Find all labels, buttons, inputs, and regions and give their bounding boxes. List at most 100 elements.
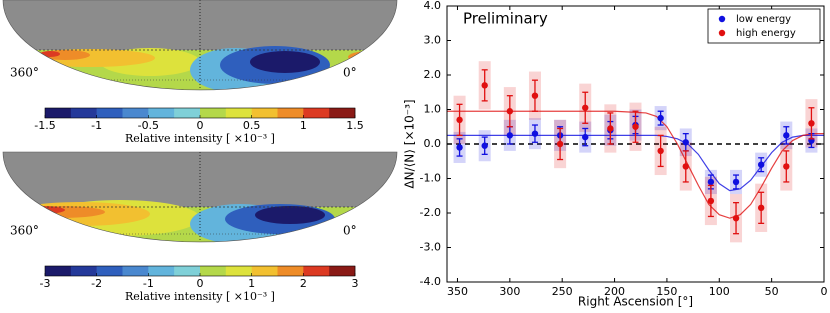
colorbar-segment [277, 108, 304, 118]
map-label: 0° [343, 66, 357, 80]
x-tick-label: 200 [604, 285, 625, 298]
colorbar-tick-label: -3 [40, 277, 51, 290]
data-point [783, 163, 790, 170]
fit-curve [447, 110, 824, 219]
sky-map [2, 151, 398, 243]
x-tick-label: 350 [447, 285, 468, 298]
data-point [707, 178, 715, 186]
colorbar-tick-label: 1 [248, 277, 255, 290]
colorbar-tick-label: -1.5 [34, 119, 55, 132]
colorbar-segment [225, 266, 252, 276]
x-axis-label: Right Ascension [°] [578, 295, 693, 309]
colorbar-segment [200, 108, 227, 118]
colorbar-segment [251, 108, 278, 118]
data-point [582, 104, 589, 111]
data-point [707, 197, 715, 205]
colorbar-segment [148, 108, 175, 118]
data-point [732, 214, 740, 222]
colorbar-tick-label: 1 [300, 119, 307, 132]
colorbar-segment [174, 108, 201, 118]
data-point [556, 140, 564, 148]
y-tick-label: 2.0 [424, 68, 442, 81]
fit-curve [447, 134, 824, 192]
y-tick-label: 4.0 [424, 0, 442, 12]
colorbar-tick-label: 0.5 [243, 119, 261, 132]
data-point [456, 116, 463, 124]
data-point [456, 144, 463, 151]
colorbar-segment [303, 108, 330, 118]
x-tick-label: 300 [499, 285, 520, 298]
colorbar-tick-label: 3 [352, 277, 359, 290]
colorbar-segment [277, 266, 304, 276]
data-point [531, 92, 539, 99]
annotation: Preliminary [463, 10, 548, 28]
legend-label: high energy [736, 28, 796, 39]
x-tick-label: 100 [709, 285, 730, 298]
colorbar-segment [45, 108, 72, 118]
colorbar-segment [251, 266, 278, 276]
x-tick-label: 150 [656, 285, 677, 298]
data-point [531, 130, 539, 137]
data-point [582, 133, 589, 141]
colorbar-segment [122, 108, 149, 118]
colorbar-tick-label: -0.5 [138, 119, 159, 132]
data-point [607, 125, 614, 132]
colorbar-segment [174, 266, 201, 276]
data-point [657, 114, 664, 122]
data-point [682, 139, 689, 146]
legend-marker [718, 29, 726, 37]
colorbar-tick-label: -2 [91, 277, 102, 290]
colorbar-segment [122, 266, 149, 276]
x-tick-label: 0 [821, 285, 828, 298]
data-point [657, 147, 664, 155]
plot-frame [446, 5, 825, 283]
legend-label: low energy [736, 14, 791, 25]
colorbar-tick-label: 0 [197, 277, 204, 290]
colorbar-segment [329, 266, 356, 276]
colorbar-segment [70, 266, 97, 276]
y-tick-label: -2.0 [420, 206, 441, 219]
colorbar-tick-label: -1 [91, 119, 102, 132]
y-tick-label: -4.0 [420, 275, 441, 288]
data-point [808, 120, 815, 127]
colorbar-segment [96, 108, 123, 118]
map-label: 0° [343, 224, 357, 238]
y-tick-label: -3.0 [420, 241, 441, 254]
x-tick-label: 50 [765, 285, 779, 298]
x-tick-label: 250 [552, 285, 573, 298]
data-point [757, 204, 765, 212]
data-point [757, 161, 765, 168]
y-axis-label: ΔN/⟨N⟩ [×10⁻³] [403, 99, 417, 188]
colorbar-tick-label: 1.5 [346, 119, 364, 132]
colorbar-tick-label: 2 [300, 277, 307, 290]
data-point [783, 132, 790, 139]
legend-box [707, 8, 821, 44]
colorbar-segment [96, 266, 123, 276]
sky-map [3, 0, 397, 90]
data-point [732, 178, 740, 186]
map-label: 360° [10, 224, 39, 238]
colorbar-tick-label: 0 [197, 119, 204, 132]
colorbar-label: Relative intensity [ ×10⁻³ ] [125, 132, 275, 145]
colorbar-segment [329, 108, 356, 118]
colorbar-segment [303, 266, 330, 276]
data-point [481, 82, 488, 89]
y-tick-label: -1.0 [420, 172, 441, 185]
map-outline [2, 0, 398, 91]
legend-marker [718, 15, 726, 23]
y-tick-label: 1.0 [424, 103, 442, 116]
data-point [481, 142, 488, 149]
colorbar-segment [225, 108, 252, 118]
colorbar-segment [148, 266, 175, 276]
data-point [632, 123, 639, 130]
colorbar-segment [45, 266, 72, 276]
data-point [506, 108, 514, 115]
y-tick-label: 3.0 [424, 34, 442, 47]
data-point [506, 132, 514, 139]
chart: -4.0 -3.0 -2.0 -1.0 0.0 1.0 2.0 3.0 4.0 350 300 250… [403, 0, 828, 309]
colorbar-segment [200, 266, 227, 276]
colorbar-tick-label: -1 [143, 277, 154, 290]
map-label: 360° [10, 66, 39, 80]
